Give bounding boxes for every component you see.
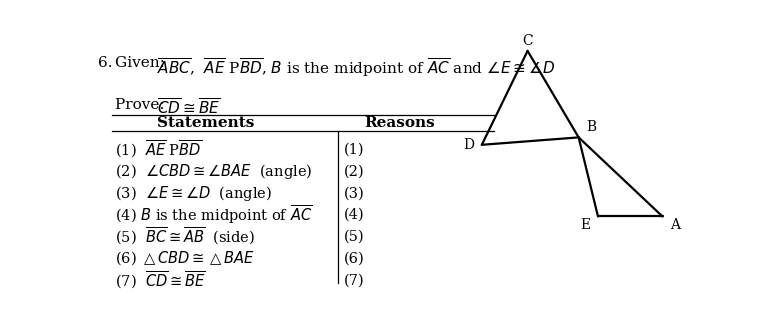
Text: $\overline{ABC}$,  $\overline{AE}$ P$\overline{BD}$, $B$ is the midpoint of $\ov: $\overline{ABC}$, $\overline{AE}$ P$\ove… — [157, 56, 556, 79]
Text: (2)  $\angle CBD \cong \angle BAE$  (angle): (2) $\angle CBD \cong \angle BAE$ (angle… — [115, 162, 313, 181]
Text: (7): (7) — [344, 273, 365, 287]
Text: D: D — [463, 138, 474, 152]
Text: (7)  $\overline{CD} \cong \overline{BE}$: (7) $\overline{CD} \cong \overline{BE}$ — [115, 270, 206, 291]
Text: Statements: Statements — [157, 116, 255, 130]
Text: A: A — [670, 218, 680, 232]
Text: (5)  $\overline{BC} \cong \overline{AB}$  (side): (5) $\overline{BC} \cong \overline{AB}$ … — [115, 226, 255, 247]
Text: (4): (4) — [344, 208, 365, 222]
Text: (3)  $\angle E \cong \angle D$  (angle): (3) $\angle E \cong \angle D$ (angle) — [115, 184, 273, 203]
Text: (3): (3) — [344, 186, 365, 200]
Text: B: B — [586, 120, 597, 134]
Text: (6) $\triangle CBD \cong \triangle BAE$: (6) $\triangle CBD \cong \triangle BAE$ — [115, 250, 255, 267]
Text: (6): (6) — [344, 251, 365, 265]
Text: Given:: Given: — [115, 56, 170, 70]
Text: $\overline{CD} \cong \overline{BE}$: $\overline{CD} \cong \overline{BE}$ — [157, 98, 220, 118]
Text: C: C — [522, 34, 533, 48]
Text: Prove:: Prove: — [115, 98, 170, 112]
Text: Reasons: Reasons — [364, 116, 435, 130]
Text: (2): (2) — [344, 164, 365, 178]
Text: (4) $B$ is the midpoint of $\overline{AC}$: (4) $B$ is the midpoint of $\overline{AC… — [115, 204, 313, 226]
Text: (5): (5) — [344, 230, 365, 244]
Text: (1): (1) — [344, 143, 364, 157]
Text: 6.: 6. — [98, 56, 112, 70]
Text: (1)  $\overline{AE}$ P$\overline{BD}$: (1) $\overline{AE}$ P$\overline{BD}$ — [115, 139, 202, 160]
Text: E: E — [580, 218, 590, 232]
